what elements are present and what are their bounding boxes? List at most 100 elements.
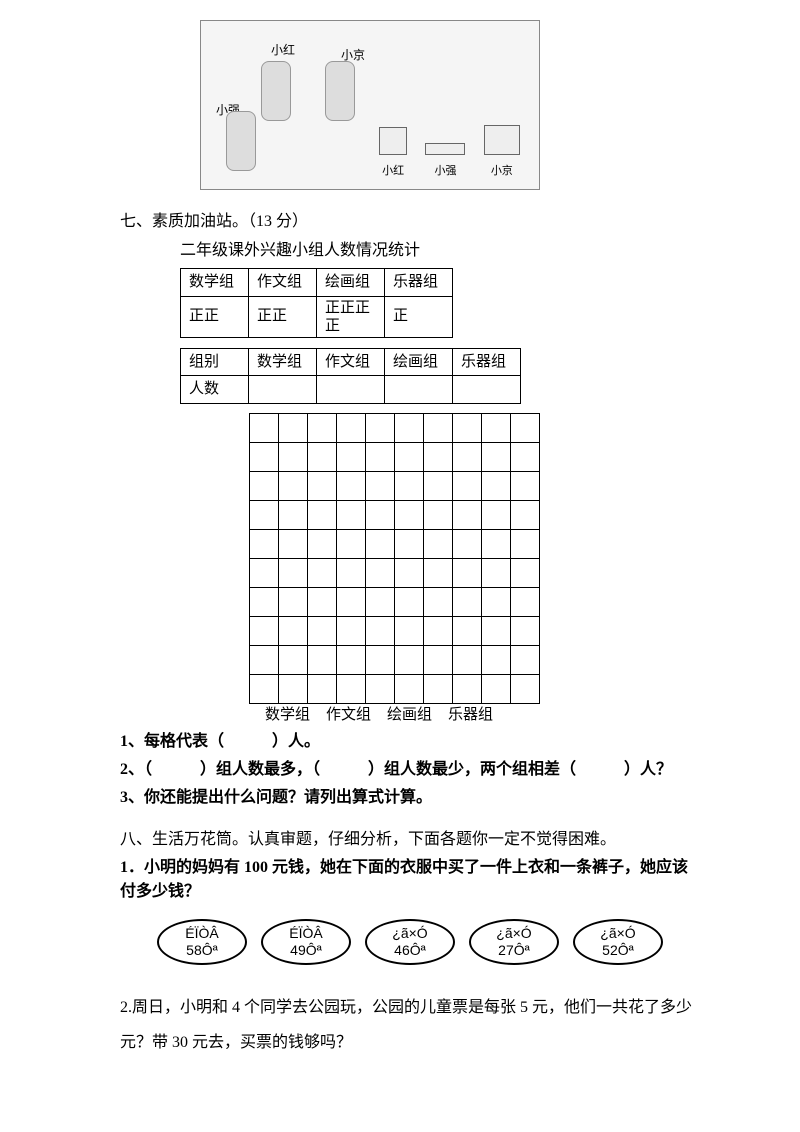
grid-cell: [452, 558, 482, 588]
grid-cell: [278, 645, 308, 675]
grid-row: [250, 443, 700, 472]
grid-row: [250, 530, 700, 559]
label-xiaohong: 小红: [271, 41, 295, 59]
grid-cell: [452, 500, 482, 530]
grid-cell: [336, 529, 366, 559]
grid-cell: [423, 471, 453, 501]
price-value: 49Ôª: [290, 942, 322, 959]
question-3: 3、你还能提出什么问题？请列出算式计算。: [120, 786, 700, 810]
price-value: 52Ôª: [602, 942, 634, 959]
grid-cell: [307, 500, 337, 530]
grid-cell: [510, 529, 540, 559]
grid-cell: [481, 558, 511, 588]
price-label: ¿ã×Ó: [600, 925, 635, 942]
price-oval: ¿ã×Ó 27Ôª: [469, 919, 559, 965]
grid-cell: [278, 413, 308, 443]
grid-cell: [452, 442, 482, 472]
grid-cell: [307, 616, 337, 646]
grid-cell: [336, 645, 366, 675]
item-box: [425, 143, 465, 155]
grid-row: [250, 501, 700, 530]
grid-cell: [423, 529, 453, 559]
grid-cell: [336, 471, 366, 501]
table-row: 组别 数学组 作文组 绘画组 乐器组: [181, 348, 521, 376]
grid-cell: [510, 674, 540, 704]
grid-row: [250, 646, 700, 675]
grid-cell: [452, 471, 482, 501]
item-col: 小强: [425, 143, 465, 180]
grid-cell: [394, 674, 424, 704]
table-cell: 数学组: [249, 348, 317, 376]
grid-cell: [278, 674, 308, 704]
scene-right: 小红 小强 小京: [370, 125, 529, 180]
grid-cell: [278, 587, 308, 617]
grid-cell: [394, 471, 424, 501]
table-row: 人数: [181, 376, 521, 404]
price-oval: ¿ã×Ó 52Ôª: [573, 919, 663, 965]
grid-cell: [510, 587, 540, 617]
grid-cell: [481, 587, 511, 617]
item-col: 小京: [484, 125, 520, 180]
grid-cell: [307, 442, 337, 472]
grid-cell: [510, 616, 540, 646]
grid-cell: [365, 500, 395, 530]
table-cell: 绘画组: [317, 269, 385, 297]
grid-cell: [365, 587, 395, 617]
table-cell[interactable]: [317, 376, 385, 404]
table-cell: 人数: [181, 376, 249, 404]
grid-cell: [307, 471, 337, 501]
price-value: 27Ôª: [498, 942, 530, 959]
price-oval: ¿ã×Ó 46Ôª: [365, 919, 455, 965]
question-8-1: 1．小明的妈妈有 100 元钱，她在下面的衣服中买了一件上衣和一条裤子，她应该付…: [120, 856, 700, 904]
grid-cell: [365, 471, 395, 501]
grid-cell: [481, 500, 511, 530]
grid-cell: [365, 413, 395, 443]
question-2: 2、（ ）组人数最多，（ ）组人数最少，两个组相差（ ）人？: [120, 758, 700, 782]
grid-cell: [394, 558, 424, 588]
grid-cell: [365, 674, 395, 704]
grid-cell: [249, 442, 279, 472]
grid-cell: [336, 587, 366, 617]
grid-cell: [307, 645, 337, 675]
chart-grid-container: [250, 414, 700, 704]
question-8-2: 2.周日，小明和 4 个同学去公园玩，公园的儿童票是每张 5 元，他们一共花了多…: [120, 990, 700, 1060]
grid-cell: [452, 529, 482, 559]
grid-cell: [510, 413, 540, 443]
price-oval: ÉÏÒÂ 49Ôª: [261, 919, 351, 965]
price-value: 46Ôª: [394, 942, 426, 959]
section7-subtitle: 二年级课外兴趣小组人数情况统计: [180, 239, 700, 263]
grid-cell: [394, 442, 424, 472]
grid-cell: [481, 413, 511, 443]
grid-cell: [481, 616, 511, 646]
grid-cell: [278, 500, 308, 530]
grid-cell: [336, 500, 366, 530]
table-cell[interactable]: [453, 376, 521, 404]
grid-cell: [249, 674, 279, 704]
price-row: ÉÏÒÂ 58Ôª ÉÏÒÂ 49Ôª ¿ã×Ó 46Ôª ¿ã×Ó 27Ôª …: [120, 919, 700, 965]
grid-cell: [365, 529, 395, 559]
grid-cell: [365, 442, 395, 472]
grid-cell: [481, 442, 511, 472]
table-cell: 正正正正: [317, 296, 385, 337]
grid-cell: [365, 645, 395, 675]
grid-label: 数学组: [265, 704, 310, 727]
grid-cell: [423, 500, 453, 530]
table-row: 正正 正正 正正正正 正: [181, 296, 453, 337]
item-label: 小京: [491, 163, 513, 180]
grid-cell: [249, 587, 279, 617]
grid-cell: [336, 674, 366, 704]
grid-cell: [365, 558, 395, 588]
grid-row: [250, 472, 700, 501]
table-row: 数学组 作文组 绘画组 乐器组: [181, 269, 453, 297]
top-illustration: 小红 小京 小强 小红 小强 小京: [200, 20, 540, 190]
table-cell[interactable]: [249, 376, 317, 404]
section8-title: 八、生活万花筒。认真审题，仔细分析，下面各题你一定不觉得困难。: [120, 828, 700, 852]
table-cell[interactable]: [385, 376, 453, 404]
grid-cell: [278, 616, 308, 646]
item-box: [379, 127, 407, 155]
grid-row: [250, 414, 700, 443]
table-cell: 乐器组: [453, 348, 521, 376]
grid-cell: [249, 500, 279, 530]
kid-icon: [325, 61, 355, 121]
grid-cell: [452, 616, 482, 646]
